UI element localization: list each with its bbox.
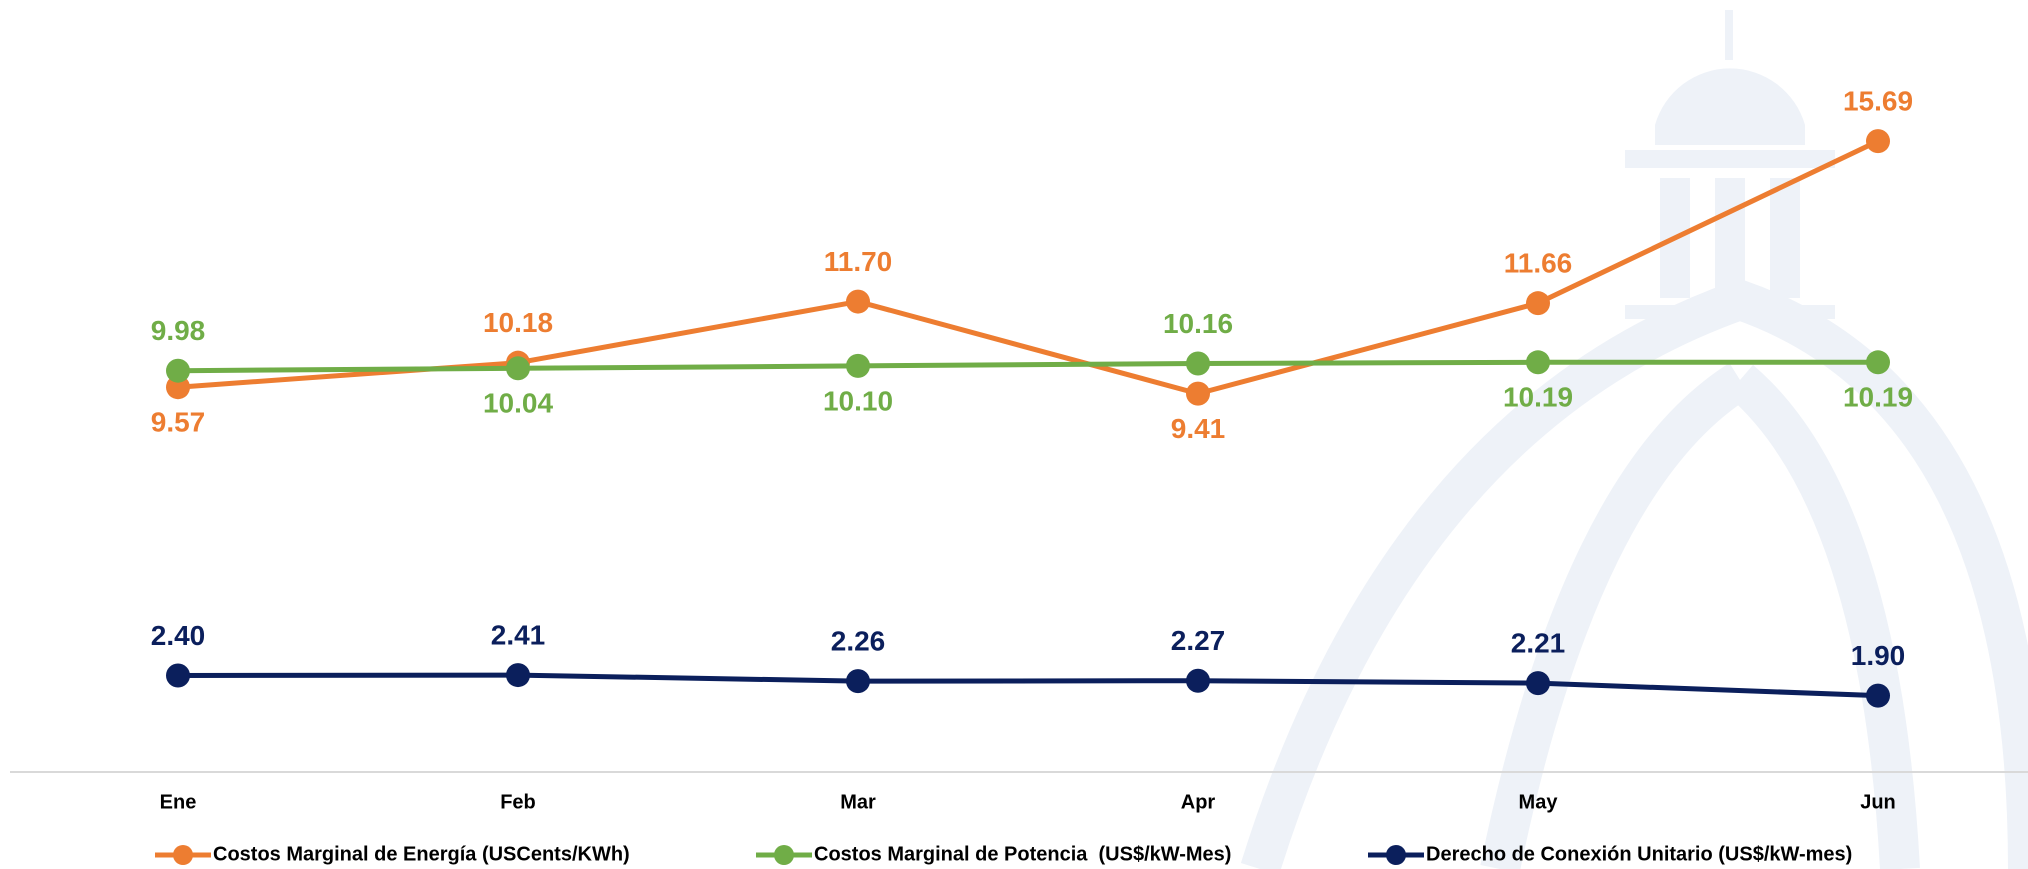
x-tick-label: Mar xyxy=(840,791,876,813)
series-line xyxy=(177,359,1878,374)
data-label: 2.26 xyxy=(831,626,886,657)
data-point xyxy=(846,353,870,378)
legend-marker xyxy=(774,845,794,865)
data-label: 10.10 xyxy=(823,385,893,416)
data-label: 2.21 xyxy=(1511,628,1566,659)
data-point xyxy=(166,375,190,400)
legend-label: Costos Marginal de Energía (USCents/KWh) xyxy=(213,843,630,865)
data-label: 9.98 xyxy=(151,315,206,346)
data-point xyxy=(846,289,870,314)
data-label: 9.57 xyxy=(151,407,206,438)
data-point xyxy=(506,663,530,688)
x-tick-label: May xyxy=(1519,791,1559,813)
data-label: 10.18 xyxy=(483,307,553,338)
data-point xyxy=(1526,671,1550,696)
data-label: 15.69 xyxy=(1843,86,1913,117)
x-tick-label: Apr xyxy=(1181,791,1216,813)
data-point xyxy=(1526,291,1550,316)
data-point xyxy=(1186,668,1210,693)
data-point xyxy=(1866,129,1890,154)
data-label: 9.41 xyxy=(1171,413,1226,444)
data-point xyxy=(166,663,190,688)
data-point xyxy=(846,669,870,694)
data-label: 2.40 xyxy=(151,620,206,651)
x-tick-label: Jun xyxy=(1860,791,1896,813)
legend-label: Costos Marginal de Potencia (US$/kW-Mes) xyxy=(814,843,1231,865)
data-point xyxy=(1186,351,1210,376)
x-tick-label: Ene xyxy=(160,791,197,813)
data-label: 10.19 xyxy=(1843,382,1913,413)
legend-marker xyxy=(173,845,193,865)
data-point xyxy=(506,356,530,381)
data-point xyxy=(1866,683,1890,708)
legend-label: Derecho de Conexión Unitario (US$/kW-mes… xyxy=(1426,843,1852,865)
data-label: 2.41 xyxy=(491,619,546,650)
data-label: 2.27 xyxy=(1171,625,1226,656)
x-tick-label: Feb xyxy=(500,791,536,813)
series-line xyxy=(177,672,1879,699)
data-label: 11.70 xyxy=(824,246,893,277)
data-label: 10.04 xyxy=(483,388,553,419)
data-label: 10.19 xyxy=(1503,382,1573,413)
legend-marker xyxy=(1386,845,1406,865)
data-label: 1.90 xyxy=(1851,640,1906,671)
data-point xyxy=(1866,350,1890,375)
data-point xyxy=(166,358,190,383)
data-point xyxy=(1526,350,1550,375)
data-label: 11.66 xyxy=(1504,248,1573,279)
data-point xyxy=(1186,381,1210,406)
data-label: 10.16 xyxy=(1163,308,1233,339)
watermark-dome xyxy=(1625,10,1835,319)
